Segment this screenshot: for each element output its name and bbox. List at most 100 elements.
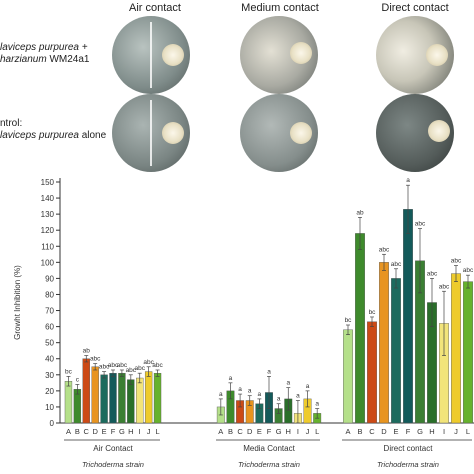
bar-air-contact-e <box>100 374 108 424</box>
bar-direct-contact-e <box>391 278 401 424</box>
row-label-treated: laviceps purpurea + harzianum WM24a1 <box>0 42 90 66</box>
bar-air-contact-i <box>136 377 144 424</box>
y-tick-label: 100 <box>41 258 55 267</box>
significance-label: c <box>76 376 80 383</box>
category-tick-label: I <box>297 427 299 436</box>
x-axis-label: Trichoderma strain <box>238 460 300 469</box>
significance-label: abc <box>415 221 426 228</box>
category-tick-label: B <box>357 427 362 436</box>
category-tick-label: E <box>102 427 107 436</box>
significance-label: a <box>258 391 262 398</box>
bar-direct-contact-j <box>451 273 461 424</box>
bar-air-contact-c <box>82 358 90 424</box>
y-tick-label: 140 <box>41 194 55 203</box>
petri-dish-air-control <box>112 94 190 172</box>
significance-label: a <box>277 396 281 403</box>
row-label-control: ntrol: laviceps purpurea alone <box>0 118 106 142</box>
significance-label: abc <box>143 359 154 366</box>
column-title-air-contact: Air contact <box>129 2 181 14</box>
y-tick-label: 120 <box>41 226 55 235</box>
y-tick-label: 40 <box>45 355 54 364</box>
category-tick-label: B <box>228 427 233 436</box>
category-tick-label: J <box>306 427 310 436</box>
category-tick-label: D <box>92 427 98 436</box>
category-tick-label: C <box>237 427 243 436</box>
significance-label: abc <box>379 246 390 253</box>
petri-dish-medium-control <box>240 94 318 172</box>
significance-label: a <box>296 393 300 400</box>
category-tick-label: E <box>257 427 262 436</box>
bar-direct-contact-c <box>367 321 377 424</box>
category-tick-label: H <box>429 427 434 436</box>
y-tick-label: 130 <box>41 210 55 219</box>
significance-label: abc <box>126 367 137 374</box>
row-label-control-line1: ntrol: <box>0 118 23 129</box>
petri-dish-air-treated <box>112 16 190 94</box>
bar-air-contact-j <box>144 371 153 424</box>
row-label-treated-line1: laviceps purpurea + <box>0 42 88 53</box>
significance-label: abc <box>108 362 119 369</box>
group-label: Media Contact <box>243 444 295 453</box>
significance-label: a <box>306 383 310 390</box>
category-tick-label: I <box>139 427 141 436</box>
significance-label: abc <box>427 270 438 277</box>
significance-label: a <box>229 375 233 382</box>
category-tick-label: A <box>218 427 223 436</box>
row-label-control-species: laviceps purpurea <box>0 130 79 141</box>
significance-label: a <box>267 368 271 375</box>
chart-axes: 0 10 20 30 40 50 60 70 80 90 100 110 120 130 140 150 Gro… <box>13 178 474 441</box>
group-label: Air Contact <box>93 444 133 453</box>
significance-label: bc <box>65 368 73 375</box>
y-tick-label: 10 <box>45 403 54 412</box>
significance-label: abc <box>134 365 145 372</box>
row-label-treated-species: harzianum <box>0 54 47 65</box>
bar-air-contact-g <box>118 372 126 424</box>
significance-label: abc <box>451 258 462 265</box>
significance-label: abc <box>99 364 110 371</box>
category-tick-label: L <box>466 427 470 436</box>
y-tick-label: 50 <box>45 339 54 348</box>
category-tick-label: H <box>128 427 133 436</box>
category-tick-label: D <box>381 427 387 436</box>
row-label-treated-strain: WM24a1 <box>46 54 90 65</box>
category-tick-label: G <box>417 427 423 436</box>
bar-air-contact-d <box>91 366 99 424</box>
y-tick-label: 110 <box>41 242 54 251</box>
x-axis-label: Trichoderma strain <box>377 460 439 469</box>
group-label: Direct contact <box>384 444 434 453</box>
y-tick-label: 150 <box>41 178 55 187</box>
y-tick-label: 90 <box>45 274 54 283</box>
bar-air-contact-h <box>127 379 135 424</box>
category-tick-label: D <box>247 427 253 436</box>
significance-label: a <box>248 388 252 395</box>
y-tick-label: 70 <box>45 307 54 316</box>
category-tick-label: C <box>369 427 375 436</box>
significance-label: a <box>406 177 410 184</box>
bar-air-contact-a <box>64 381 73 424</box>
petri-dish-medium-treated <box>240 16 318 94</box>
category-tick-label: G <box>276 427 282 436</box>
category-tick-label: B <box>75 427 80 436</box>
significance-label: abc <box>117 362 128 369</box>
significance-label: ab <box>83 348 91 355</box>
row-label-control-suffix: alone <box>78 130 107 141</box>
y-axis-label: Growht Inhibition (%) <box>13 265 22 340</box>
chart-labels: bcAcBabCabcDabcEabcFabcGabcHabcIabcJabcL… <box>65 177 474 469</box>
category-tick-label: A <box>345 427 350 436</box>
petri-dish-direct-treated <box>376 16 454 94</box>
significance-label: a <box>286 380 290 387</box>
category-tick-label: A <box>66 427 71 436</box>
significance-label: a <box>315 401 319 408</box>
column-title-direct-contact: Direct contact <box>381 2 449 14</box>
significance-label: bc <box>345 317 353 324</box>
bar-air-contact-f <box>109 372 117 424</box>
category-tick-label: L <box>155 427 159 436</box>
category-tick-label: F <box>111 427 116 436</box>
category-tick-label: F <box>406 427 411 436</box>
significance-label: abc <box>391 261 402 268</box>
significance-label: abc <box>463 267 474 274</box>
bar-direct-contact-d <box>379 262 389 424</box>
bar-direct-contact-l <box>463 281 473 424</box>
y-tick-label: 80 <box>45 290 54 299</box>
category-tick-label: I <box>443 427 445 436</box>
